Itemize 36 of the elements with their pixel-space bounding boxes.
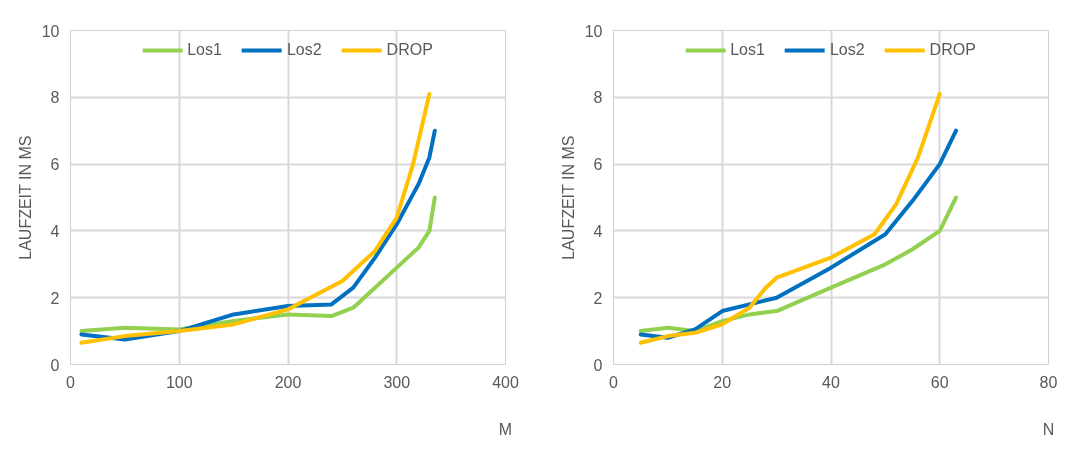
line-series <box>79 91 432 345</box>
y-tick-label: 6 <box>593 156 603 174</box>
y-tick-label: 2 <box>593 289 603 307</box>
legend-label: Los1 <box>730 41 765 59</box>
x-tick-label: 0 <box>609 373 619 391</box>
x-tick-label: 60 <box>930 373 949 391</box>
line-series <box>638 195 959 334</box>
y-axis-title: LAUFZEIT IN MS <box>559 135 577 260</box>
x-tick-label: 80 <box>1039 373 1058 391</box>
x-tick-label: 200 <box>274 373 302 391</box>
y-tick-label: 10 <box>41 22 60 40</box>
y-tick-label: 8 <box>593 89 603 107</box>
x-tick-label: 0 <box>66 373 76 391</box>
y-tick-label: 10 <box>584 22 603 40</box>
line-series <box>638 91 942 345</box>
legend-label: Los2 <box>829 41 865 59</box>
legend-label: DROP <box>386 41 433 59</box>
y-tick-label: 6 <box>50 156 60 174</box>
legend-label: Los2 <box>286 41 322 59</box>
legend-label: DROP <box>929 41 976 59</box>
y-tick-label: 0 <box>50 356 60 374</box>
y-tick-label: 8 <box>50 89 60 107</box>
y-tick-label: 4 <box>593 222 603 240</box>
x-tick-label: 300 <box>383 373 411 391</box>
x-tick-label: 400 <box>492 373 519 391</box>
y-tick-label: 4 <box>50 222 60 240</box>
y-axis-title: LAUFZEIT IN MS <box>16 135 34 260</box>
x-tick-label: 20 <box>713 373 732 391</box>
y-tick-label: 0 <box>593 356 603 374</box>
x-axis-title: N <box>1042 420 1055 438</box>
legend-label: Los1 <box>187 41 222 59</box>
y-tick-label: 2 <box>50 289 60 307</box>
x-tick-label: 40 <box>822 373 840 391</box>
x-tick-label: 100 <box>165 373 193 391</box>
line-series <box>638 128 959 340</box>
x-axis-title: M <box>498 420 513 438</box>
